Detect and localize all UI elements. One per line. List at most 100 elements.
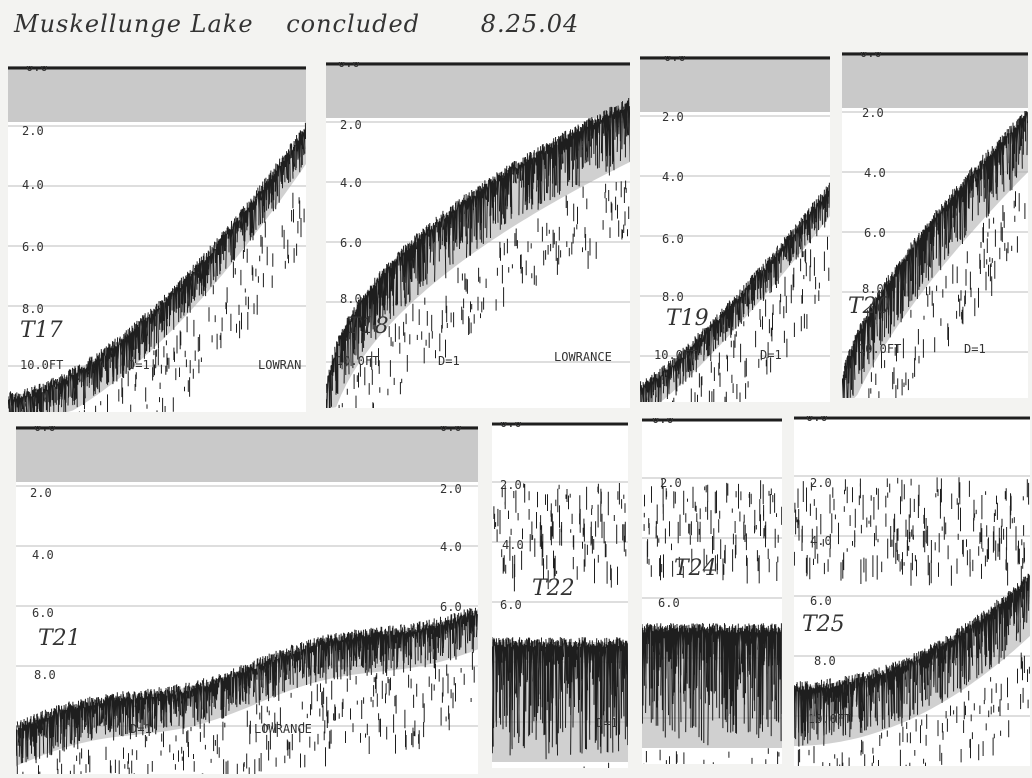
depth-label-4: 4.0 (22, 178, 44, 192)
depth-label-4: 4.0 (810, 534, 832, 548)
surface-band (16, 426, 478, 482)
water-column-noise (643, 479, 782, 584)
echo-signal (642, 622, 782, 764)
depth-label-2: 2.0 (660, 476, 682, 490)
depth-label-4: 4.0 (864, 166, 886, 180)
transect-label-t19: T19 (666, 306, 709, 331)
depth-label-0-right: 0.0 (440, 426, 462, 434)
depth-label-10: 10.0FT (336, 354, 380, 368)
date-text: 8.25.04 (480, 10, 580, 38)
depth-label-10: 10.0FT (808, 712, 852, 726)
depth-label-10: 10.0FT (654, 348, 698, 362)
echo-signal (8, 122, 306, 412)
depth-label-6: 6.0 (500, 598, 522, 612)
depth-label-0: 0.0 (806, 416, 828, 424)
surface-band (8, 66, 306, 122)
sonar-panel-t18: 0.0 2.0 4.0 6.0 8.0 10.0FT D=1 LOWRANCE … (326, 62, 630, 408)
transect-label-t25: T25 (802, 612, 845, 637)
depth-label-0: 0.0 (664, 56, 686, 64)
depth-label-2: 2.0 (340, 118, 362, 132)
depth-label-4: 4.0 (340, 176, 362, 190)
transect-label-t22: T22 (532, 576, 575, 601)
sonar-panel-t25: 0.0 2.0 4.0 6.0 8.0 10.0FT T25 (794, 416, 1030, 766)
chart-title: Muskellunge Lake concluded 8.25.04 (14, 10, 603, 38)
sonar-panel-t21: 0.0 0.0 2.0 2.0 4.0 4.0 6.0 6.0 8.0 D=1 … (16, 426, 478, 774)
gain-label: D=1 (438, 354, 460, 368)
surface-band (326, 62, 630, 118)
gain-label: D=1 (760, 348, 782, 362)
depth-label-0: 0.0 (860, 52, 882, 60)
status-text: concluded (286, 10, 421, 38)
depth-label-6-right: 6.0 (440, 600, 462, 614)
echogram-t22 (492, 422, 628, 768)
depth-label-6: 6.0 (810, 594, 832, 608)
water-column-noise (493, 483, 627, 592)
echogram-t25 (794, 416, 1030, 766)
echogram-t21 (16, 426, 478, 774)
echogram-t19 (640, 56, 830, 402)
depth-label-2: 2.0 (22, 124, 44, 138)
surface-band (640, 56, 830, 112)
depth-label-10: 10.0FT (858, 342, 902, 356)
depth-label-8: 8.0 (34, 668, 56, 682)
echogram-t18 (326, 62, 630, 408)
transect-label-t24: T24 (674, 556, 717, 581)
sonar-panel-t24: 0.0 2.0 6.0 T24 (642, 418, 782, 764)
sonar-panel-t17: 0.0 2.0 4.0 6.0 8.0 10.0FT D=1 LOWRAN T1… (8, 66, 306, 412)
sonar-panel-t20: 0.0 2.0 4.0 6.0 8.0 10.0FT D=1 T20 (842, 52, 1028, 398)
brand-label: LOWRANCE (254, 722, 312, 736)
depth-label-2: 2.0 (662, 110, 684, 124)
depth-label-2: 2.0 (30, 486, 52, 500)
surface-band (842, 52, 1028, 108)
depth-label-4-right: 4.0 (440, 540, 462, 554)
lake-name: Muskellunge Lake (14, 10, 254, 38)
brand-label: LOWRAN (258, 358, 302, 372)
depth-label-4: 4.0 (502, 538, 524, 552)
transect-label-t21: T21 (38, 626, 81, 651)
depth-label-0: 0.0 (34, 426, 56, 434)
echogram-t24 (642, 418, 782, 764)
echo-signal (326, 97, 630, 408)
depth-label-0: 0.0 (652, 418, 674, 426)
echogram-t20 (842, 52, 1028, 398)
water-column-noise (794, 477, 1030, 591)
depth-label-6: 6.0 (340, 236, 362, 250)
depth-label-6: 6.0 (658, 596, 680, 610)
echo-signal (640, 182, 830, 402)
transect-label-t20: T20 (848, 294, 891, 319)
depth-label-0: 0.0 (500, 422, 522, 430)
bottom-return-zone (326, 102, 630, 408)
gain-label: D=1 (964, 342, 986, 356)
depth-label-8: 8.0 (862, 282, 884, 296)
gain-label: D=1 (596, 716, 618, 730)
echo-signal (842, 110, 1028, 398)
depth-label-6: 6.0 (32, 606, 54, 620)
depth-label-4: 4.0 (32, 548, 54, 562)
echogram-t17 (8, 66, 306, 412)
transect-label-t17: T17 (20, 318, 63, 343)
gain-label: D=1 (128, 358, 150, 372)
depth-label-6: 6.0 (662, 232, 684, 246)
sonar-panel-t22: 0.0 2.0 4.0 6.0 D=1 T22 (492, 422, 628, 768)
depth-label-6: 6.0 (864, 226, 886, 240)
depth-label-2: 2.0 (810, 476, 832, 490)
gain-label: D=1 (130, 722, 152, 736)
depth-label-6: 6.0 (22, 240, 44, 254)
depth-label-2: 2.0 (862, 106, 884, 120)
depth-label-4: 4.0 (662, 170, 684, 184)
depth-label-8: 8.0 (340, 292, 362, 306)
depth-label-0: 0.0 (338, 62, 360, 70)
echo-signal (794, 573, 1030, 766)
depth-label-2-right: 2.0 (440, 482, 462, 496)
depth-label-2: 2.0 (500, 478, 522, 492)
depth-label-8: 8.0 (814, 654, 836, 668)
depth-label-8: 8.0 (662, 290, 684, 304)
depth-label-8: 8.0 (22, 302, 44, 316)
brand-label: LOWRANCE (554, 350, 612, 364)
depth-label-10: 10.0FT (20, 358, 64, 372)
echo-signal (492, 637, 628, 768)
echo-signal (16, 607, 478, 774)
sonar-panel-t19: 0.0 2.0 4.0 6.0 8.0 10.0FT D=1 T19 (640, 56, 830, 402)
depth-label-0: 0.0 (26, 66, 48, 74)
transect-label-t18: T18 (346, 314, 389, 339)
